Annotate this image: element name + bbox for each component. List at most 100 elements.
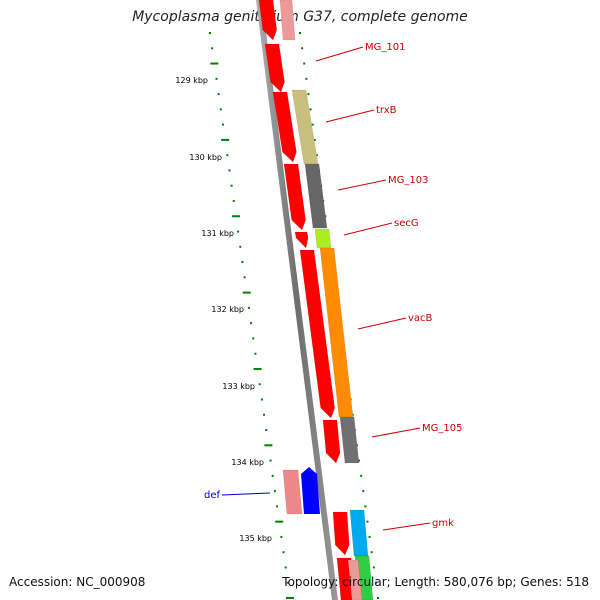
gc-tick — [239, 245, 242, 248]
cds-forward — [258, 0, 278, 41]
gc-tick — [284, 566, 287, 569]
gc-tick — [253, 367, 262, 370]
cds-forward — [294, 231, 309, 249]
gene-label-trxb: trxB — [376, 105, 397, 116]
label-leader-line — [337, 179, 387, 191]
gc-tick — [260, 398, 263, 401]
label-leader-line — [343, 222, 393, 236]
gc-skew-left-track — [209, 32, 294, 599]
gc-tick — [301, 47, 304, 50]
label-leader-line — [325, 109, 375, 123]
gc-tick — [372, 566, 375, 569]
scale-label: 135 kbp — [239, 534, 272, 543]
gc-tick — [299, 32, 301, 34]
label-leader-line — [382, 522, 431, 531]
gc-tick — [280, 535, 283, 538]
gc-tick — [219, 108, 222, 111]
gc-tick — [264, 444, 273, 447]
genome-backbone — [256, 0, 338, 600]
gc-tick — [370, 551, 373, 554]
scale-label: 133 kbp — [222, 382, 255, 391]
gc-tick — [311, 123, 314, 126]
gc-tick — [366, 520, 369, 523]
cds-reverse — [279, 0, 296, 41]
cds-reverse — [347, 559, 363, 600]
scale-label: 130 kbp — [189, 153, 222, 162]
gc-tick — [258, 383, 261, 386]
gene-label-gmk: gmk — [432, 518, 454, 529]
gc-tick — [211, 47, 214, 50]
gc-tick — [228, 169, 231, 172]
label-leader-line — [357, 317, 407, 330]
cds-forward — [272, 91, 297, 163]
cds-forward — [264, 43, 285, 93]
gene-label-mg-105: MG_105 — [422, 423, 462, 434]
gene-label-mg-101: MG_101 — [365, 42, 405, 53]
gc-tick — [309, 108, 312, 111]
gc-tick — [226, 154, 229, 157]
cds-def — [301, 467, 320, 514]
gc-tick — [221, 123, 224, 126]
gc-tick — [217, 93, 220, 96]
gc-tick — [221, 138, 230, 141]
gene-label-secg: secG — [394, 218, 419, 229]
scale-label: 131 kbp — [201, 229, 234, 238]
cds-forward — [283, 163, 306, 231]
gc-tick — [282, 551, 285, 554]
gc-tick — [275, 520, 284, 523]
gc-tick — [362, 490, 365, 493]
gc-tick — [303, 62, 306, 65]
gc-tick — [271, 474, 274, 477]
gc-tick — [364, 505, 367, 508]
cds-forward — [322, 419, 341, 464]
gc-tick — [276, 505, 279, 508]
gc-tick — [286, 597, 294, 599]
gene-label-vacb: vacB — [408, 313, 433, 324]
gc-tick — [241, 261, 244, 264]
label-leader-line — [371, 427, 421, 438]
gc-tick — [231, 215, 240, 218]
gc-tick — [315, 154, 318, 157]
gc-tick — [305, 77, 308, 80]
gc-tick — [254, 352, 257, 355]
gc-tick — [209, 32, 211, 34]
cds-forward — [299, 249, 335, 419]
accession-text: Accession: NC_000908 — [9, 575, 146, 589]
gc-tick — [374, 581, 377, 584]
cds-reverse — [304, 163, 328, 229]
gc-tick — [269, 459, 272, 462]
gc-tick — [273, 490, 276, 493]
backbone-line — [256, 0, 338, 600]
gc-tick — [263, 413, 266, 416]
gc-tick — [360, 474, 363, 477]
gc-tick — [265, 429, 268, 432]
gc-tick — [307, 93, 310, 96]
gc-tick — [215, 77, 218, 80]
gc-tick — [247, 306, 250, 309]
gc-tick — [230, 184, 233, 187]
map-title: Mycoplasma genitalium G37, complete geno… — [132, 9, 468, 25]
scale-ticks: 129 kbp 130 kbp 131 kbp 132 kbp 133 kbp 134 k… — [175, 76, 272, 543]
cds-forward — [332, 511, 350, 556]
genome-summary-text: Topology: circular; Length: 580,076 bp; … — [282, 575, 589, 589]
gene-label-mg-103: MG_103 — [388, 175, 428, 186]
gene-label-def: def — [204, 490, 221, 501]
gc-tick — [252, 337, 255, 340]
scale-label: 134 kbp — [231, 458, 264, 467]
scale-label: 132 kbp — [211, 305, 244, 314]
label-leader-line — [315, 46, 364, 62]
cds-reverse — [339, 416, 360, 464]
gc-tick — [368, 535, 371, 538]
cds-reverse — [314, 228, 332, 249]
gc-tick — [250, 322, 253, 325]
cds-reverse — [349, 509, 369, 557]
gc-tick — [210, 62, 219, 65]
gc-tick — [313, 138, 316, 141]
label-leader-line — [221, 492, 271, 496]
gc-tick — [377, 597, 379, 599]
gc-tick — [243, 276, 246, 279]
gc-tick — [286, 581, 289, 584]
gc-tick — [358, 459, 361, 462]
